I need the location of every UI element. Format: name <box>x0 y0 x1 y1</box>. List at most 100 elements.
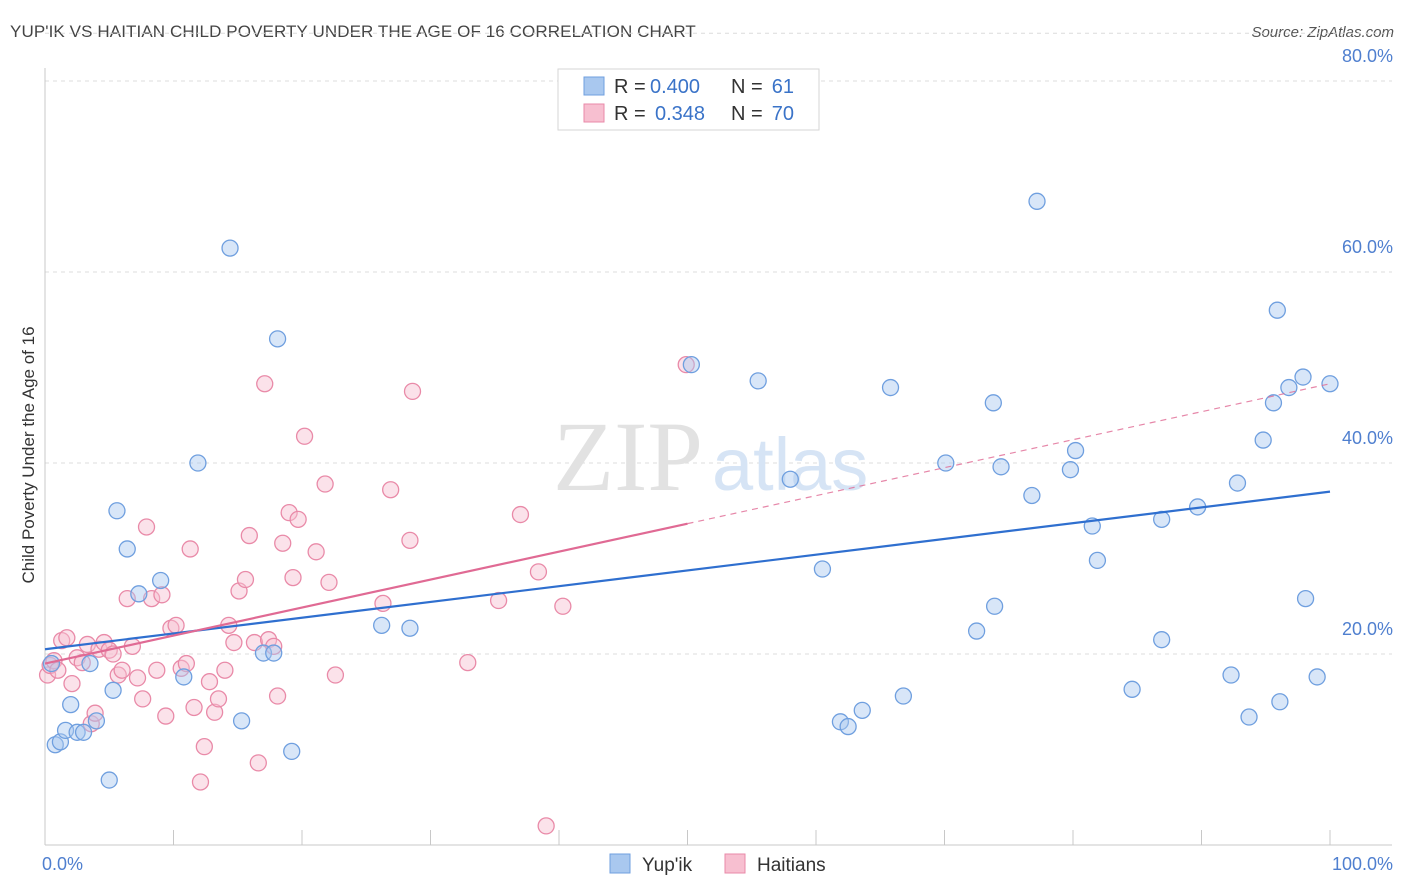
haitians-point <box>137 518 156 536</box>
haitians-point <box>537 817 555 835</box>
watermark-zip: ZIP <box>553 401 703 512</box>
yupik-point <box>881 378 900 397</box>
yupik-point <box>813 560 832 578</box>
yupik-point <box>221 239 239 257</box>
grid-lines <box>45 32 1392 655</box>
yupik-point <box>1254 431 1272 449</box>
yupik-point <box>894 687 913 705</box>
haitians-point <box>511 505 530 524</box>
yupik-point <box>1294 368 1312 386</box>
yupik-point <box>268 330 287 348</box>
stats-legend-r-value-haitians: 0.348 <box>655 103 705 125</box>
yupik-point <box>1028 192 1046 210</box>
yupik-point <box>130 585 148 603</box>
yupik-point <box>42 654 61 673</box>
yupik-point <box>87 712 106 730</box>
yupik-point <box>682 355 701 374</box>
haitians-point <box>181 540 199 558</box>
yupik-point <box>839 717 857 736</box>
legend-label-yupik: Yup'ik <box>642 855 693 876</box>
haitians-point <box>403 382 422 401</box>
yupik-point <box>81 654 99 673</box>
yupik-point <box>283 742 301 761</box>
y-tick-label: 60.0% <box>1342 237 1393 257</box>
haitians-point <box>113 661 131 679</box>
haitians-point <box>529 563 548 581</box>
series-legend: Yup'ik Haitians <box>609 853 826 876</box>
haitians-point <box>268 687 287 705</box>
yupik-point <box>118 540 136 558</box>
haitians-point <box>216 661 234 679</box>
yupik-point <box>1088 551 1107 570</box>
stats-legend-n-label-haitians: N = <box>731 103 763 125</box>
haitians-point <box>326 666 345 684</box>
haitians-point <box>209 690 228 708</box>
yupik-point <box>104 681 122 699</box>
haitians-point <box>195 737 213 756</box>
haitians-point <box>143 589 161 608</box>
haitians-point <box>280 504 298 522</box>
legend-label-haitians: Haitians <box>757 855 826 876</box>
series-haitians-points <box>38 355 695 835</box>
stats-legend-n-value-haitians: 70 <box>772 103 794 125</box>
yupik-point <box>1296 589 1315 608</box>
yupik-point <box>1308 668 1326 686</box>
yupik-point <box>985 597 1004 615</box>
x-tick-label-max: 100.0% <box>1332 854 1393 874</box>
yupik-trend-line <box>44 490 1331 651</box>
haitians-point <box>284 568 302 587</box>
yupik-point <box>373 616 391 634</box>
trend-lines <box>44 383 1331 665</box>
haitians-point <box>157 707 175 725</box>
stats-legend-n-label-yupik: N = <box>731 76 763 98</box>
haitians-point <box>382 481 400 499</box>
yupik-point <box>1023 486 1041 505</box>
y-tick-label: 80.0% <box>1342 46 1393 66</box>
y-axis-label: Child Poverty Under the Age of 16 <box>19 326 38 583</box>
haitians-point <box>307 543 325 561</box>
stats-legend-r-value-yupik: 0.400 <box>650 76 700 98</box>
haitians-point <box>236 570 255 589</box>
haitians-point <box>134 690 152 708</box>
series-yupik-points <box>42 192 1339 789</box>
yupik-point <box>967 622 986 640</box>
stats-legend-r-label-yupik: R = <box>614 76 646 98</box>
haitians-point <box>63 674 81 693</box>
haitians-point <box>185 698 203 717</box>
chart-title: YUP'IK VS HAITIAN CHILD POVERTY UNDER TH… <box>10 22 696 41</box>
yupik-point <box>1264 394 1283 412</box>
axes <box>44 68 1392 846</box>
yupik-point <box>1321 375 1339 393</box>
haitians-point <box>554 597 572 615</box>
haitians-point <box>295 427 314 445</box>
stats-legend-r-label-haitians: R = <box>614 103 646 125</box>
yupik-point <box>1222 666 1240 684</box>
haitians-point <box>167 616 185 634</box>
haitians-point <box>53 631 71 650</box>
haitians-point <box>58 629 76 647</box>
yupik-point <box>68 723 86 741</box>
haitians-point <box>316 475 334 493</box>
stats-legend-swatch-yupik <box>583 76 605 96</box>
haitians-point <box>249 754 267 772</box>
yupik-point <box>1153 631 1171 649</box>
y-tick-label: 40.0% <box>1342 428 1393 448</box>
haitians-point <box>200 673 219 691</box>
yupik-point <box>401 619 419 637</box>
yupik-point <box>151 571 170 590</box>
haitians-point <box>459 653 477 672</box>
legend-swatch-haitians <box>724 853 746 874</box>
haitians-point <box>153 586 171 604</box>
watermark-atlas: atlas <box>712 423 868 506</box>
yupik-point <box>1268 301 1286 319</box>
haitians-point <box>128 669 147 687</box>
x-ticks <box>44 830 1331 845</box>
haitians-point <box>177 654 196 673</box>
yupik-point <box>992 458 1010 476</box>
stats-legend-swatch-haitians <box>583 103 605 123</box>
haitians-point <box>289 510 307 528</box>
haitians-point <box>148 661 166 679</box>
haitians-point <box>320 573 338 592</box>
yupik-point <box>853 701 871 719</box>
haitians-point <box>274 534 292 552</box>
